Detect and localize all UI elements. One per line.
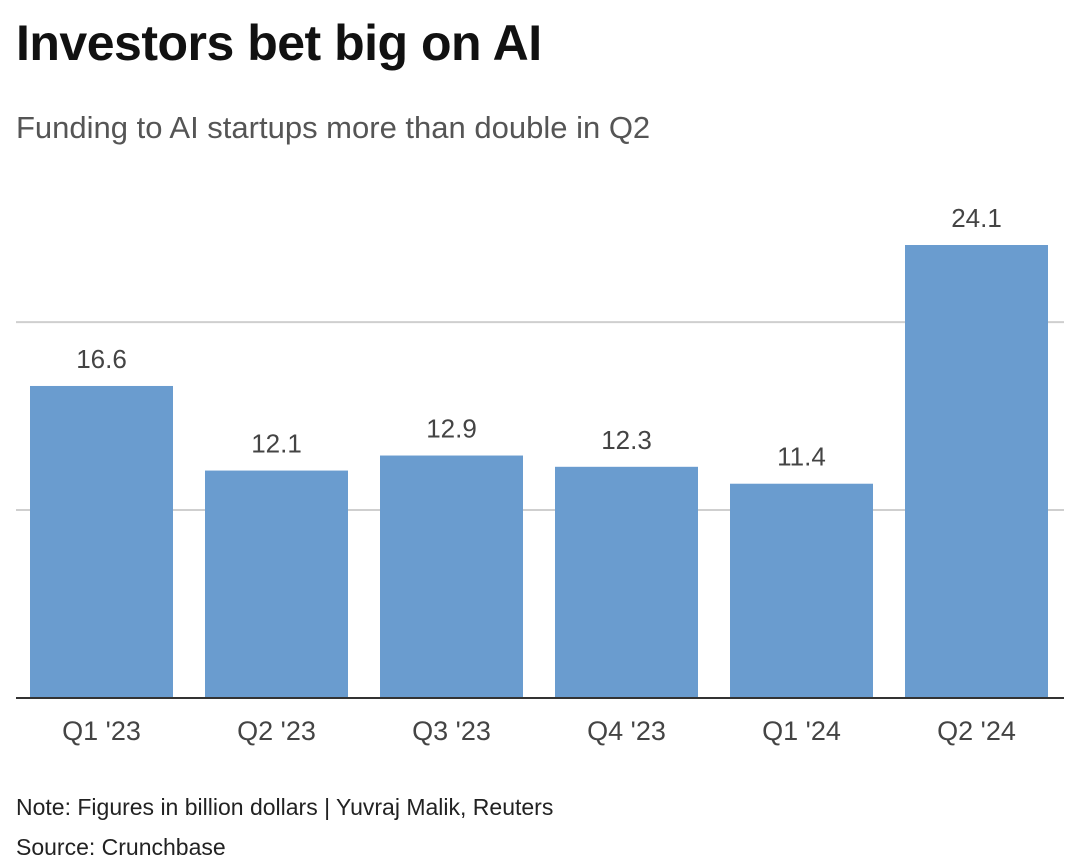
bar-2: [380, 455, 523, 698]
x-tick-label-1: Q2 '23: [237, 716, 316, 746]
x-tick-labels: Q1 '23 Q2 '23 Q3 '23 Q4 '23 Q1 '24 Q2 '24: [62, 716, 1016, 746]
x-tick-label-5: Q2 '24: [937, 716, 1016, 746]
value-label-2: 12.9: [426, 414, 477, 444]
value-labels: 16.6 12.1 12.9 12.3 11.4 24.1: [76, 203, 1002, 472]
value-label-1: 12.1: [251, 429, 302, 459]
bar-1: [205, 470, 348, 698]
value-label-5: 24.1: [951, 203, 1002, 233]
x-tick-label-3: Q4 '23: [587, 716, 666, 746]
gridlines: [16, 321, 1064, 512]
source-credit: Source: Crunchbase: [16, 834, 226, 860]
chart-subtitle: Funding to AI startups more than double …: [16, 110, 651, 145]
value-label-3: 12.3: [601, 425, 652, 455]
bars: [30, 245, 1048, 698]
bar-3: [555, 466, 698, 698]
x-tick-label-0: Q1 '23: [62, 716, 141, 746]
bar-4: [730, 483, 873, 698]
value-label-4: 11.4: [777, 442, 826, 472]
bar-0: [30, 385, 173, 698]
bar-5: [905, 245, 1048, 698]
footnote: Note: Figures in billion dollars | Yuvra…: [16, 794, 554, 820]
chart-title: Investors bet big on AI: [16, 15, 542, 71]
x-tick-label-2: Q3 '23: [412, 716, 491, 746]
x-tick-label-4: Q1 '24: [762, 716, 841, 746]
value-label-0: 16.6: [76, 344, 127, 374]
